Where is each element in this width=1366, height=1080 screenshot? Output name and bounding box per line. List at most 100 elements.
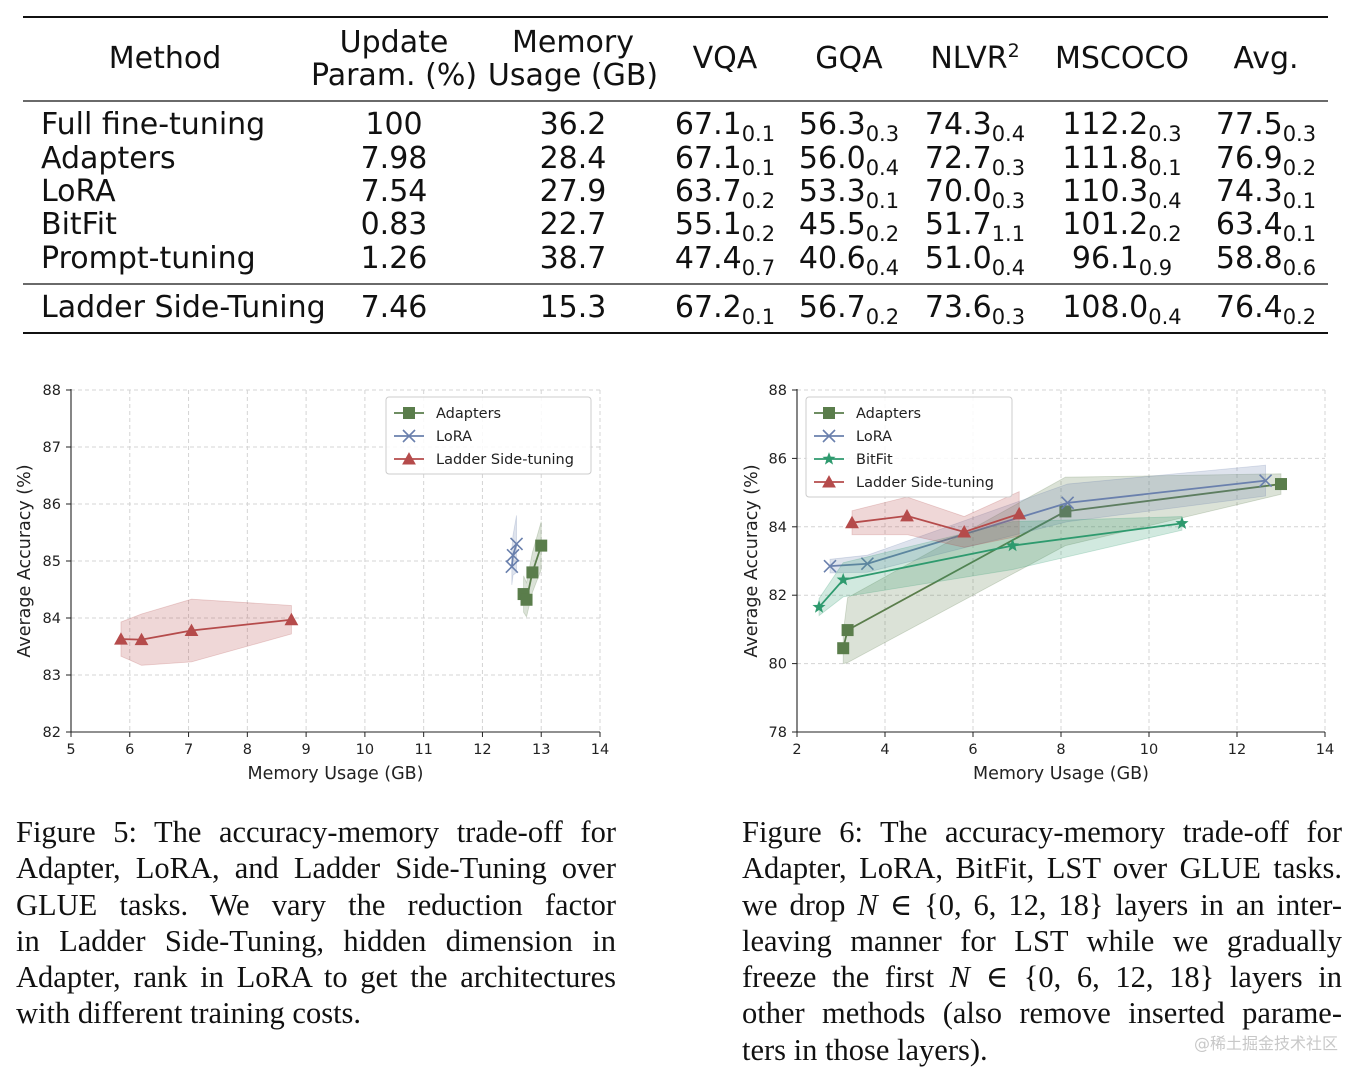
- table-cell-memory: 28.4: [540, 141, 607, 176]
- caption-text: we drop: [742, 887, 858, 922]
- series-lora: [505, 515, 524, 585]
- x-tick-label: 8: [243, 742, 252, 758]
- table-cell-memory: 15.3: [540, 290, 607, 325]
- table-cell-score: 77.50.3: [1216, 107, 1316, 146]
- table-header-cell: GQA: [815, 41, 883, 76]
- y-tick-label: 86: [43, 497, 61, 513]
- legend-label: Ladder Side-tuning: [436, 452, 574, 468]
- table-cell-param: 0.83: [361, 207, 428, 242]
- caption-text: layers in: [1214, 960, 1342, 995]
- legend-box: [805, 396, 1013, 498]
- table-cell-score: 73.60.3: [925, 290, 1025, 329]
- data-point: [509, 537, 524, 551]
- caption-line: Adapter, rank in LoRA to get the archite…: [16, 960, 616, 995]
- y-axis-label: Average Accuracy (%): [15, 464, 35, 657]
- table-cell-score: 96.10.9: [1072, 241, 1172, 280]
- legend-label: BitFit: [856, 452, 893, 468]
- table-header-cell: NLVR2: [930, 40, 1019, 76]
- table-cell-score: 72.70.3: [925, 141, 1025, 180]
- y-tick-label: 82: [769, 588, 787, 604]
- table-header-cell: Update: [340, 25, 449, 60]
- series-line: [120, 618, 292, 641]
- table-cell-score: 74.30.1: [1216, 174, 1316, 213]
- data-point: [526, 566, 539, 579]
- y-axis-label: Average Accuracy (%): [742, 464, 762, 657]
- table-cell-score: 74.30.4: [925, 107, 1025, 146]
- x-axis-label: Memory Usage (GB): [973, 764, 1149, 784]
- math-set: ∈ {0, 6, 12, 18}: [970, 960, 1215, 995]
- confidence-band: [851, 490, 1020, 548]
- table-cell-score: 63.40.1: [1216, 207, 1316, 246]
- table-header-cell: Usage (GB): [488, 58, 658, 93]
- caption-line: Adapter, LoRA, BitFit, LST over GLUE tas…: [742, 851, 1342, 886]
- caption-line: freeze the first N ∈ {0, 6, 12, 18} laye…: [742, 959, 1342, 995]
- x-tick-label: 10: [1140, 742, 1158, 758]
- data-point: [506, 548, 520, 562]
- math-variable: N: [857, 887, 878, 922]
- data-point: [520, 593, 533, 606]
- table-header-cell: Memory: [512, 25, 634, 60]
- series-bitfit: [812, 516, 1189, 617]
- confidence-band: [120, 598, 292, 666]
- table-cell-score: 76.90.2: [1216, 141, 1316, 180]
- table-cell-score: 51.00.4: [925, 241, 1025, 280]
- data-point: [900, 508, 914, 522]
- table-cell-method: LoRA: [41, 174, 116, 209]
- x-tick-label: 12: [473, 742, 491, 758]
- table-cell-method: Adapters: [41, 141, 176, 176]
- data-point: [114, 632, 128, 645]
- legend-label: Ladder Side-tuning: [856, 475, 994, 491]
- table-cell-score: 110.30.4: [1062, 174, 1181, 213]
- table-cell-score: 51.71.1: [925, 207, 1025, 246]
- table-cell-score: 53.30.1: [799, 174, 899, 213]
- x-tick-label: 7: [184, 742, 193, 758]
- table-cell-score: 111.80.1: [1062, 141, 1181, 180]
- table-cell-score: 108.00.4: [1062, 290, 1181, 329]
- confidence-band: [818, 516, 1183, 617]
- data-point: [836, 572, 850, 586]
- x-tick-label: 9: [301, 742, 310, 758]
- y-tick-label: 84: [769, 520, 787, 536]
- table-cell-score: 101.20.2: [1062, 207, 1181, 246]
- legend: Adapters LoRA BitFit Ladder Side-tuning: [805, 396, 1013, 498]
- table-cell-param: 7.98: [361, 141, 428, 176]
- y-tick-label: 88: [769, 383, 787, 399]
- x-tick-label: 14: [1316, 742, 1334, 758]
- figure-6-caption: Figure 6: The accuracy-memory trade-off …: [742, 814, 1342, 1068]
- figure-5-chart: 5 6 7 8 9 10 11 12 13 14 82 83 84 85 86 87 88 Memory Usag…: [15, 383, 609, 784]
- caption-text: layers in an inter-: [1103, 887, 1342, 922]
- data-point: [841, 624, 854, 637]
- table-cell-score: 67.10.1: [675, 107, 775, 146]
- data-point: [1012, 506, 1027, 520]
- x-tick-label: 6: [968, 742, 977, 758]
- math-variable: N: [949, 960, 970, 995]
- data-point: [822, 452, 836, 465]
- table-cell-memory: 36.2: [540, 107, 607, 142]
- table-header-cell: Avg.: [1233, 41, 1298, 76]
- data-point: [822, 429, 836, 443]
- y-tick-label: 83: [43, 668, 61, 684]
- table-cell-param: 1.26: [361, 241, 428, 276]
- data-point: [1061, 496, 1075, 510]
- table-header-cell: Method: [109, 41, 222, 76]
- data-point: [822, 475, 836, 488]
- y-tick-label: 86: [769, 451, 787, 467]
- watermark: @稀土掘金技术社区: [1193, 1034, 1338, 1053]
- y-tick-label: 80: [769, 657, 787, 673]
- table-cell-method: Prompt-tuning: [41, 241, 256, 276]
- x-tick-label: 11: [414, 742, 432, 758]
- data-point: [845, 515, 859, 529]
- table-cell-method: BitFit: [41, 207, 117, 242]
- table-header-cell: Param. (%): [311, 58, 477, 93]
- y-tick-label: 82: [43, 725, 61, 741]
- x-tick-label: 2: [792, 742, 801, 758]
- caption-line: Figure 5: The accuracy-memory trade-off …: [16, 815, 616, 849]
- data-point: [823, 407, 835, 419]
- table-cell-score: 112.20.3: [1062, 107, 1181, 146]
- x-tick-label: 12: [1228, 742, 1246, 758]
- x-tick-label: 4: [880, 742, 889, 758]
- table-cell-score: 45.50.2: [799, 207, 899, 246]
- caption-line: with different training costs.: [16, 996, 362, 1031]
- data-point: [1006, 538, 1020, 552]
